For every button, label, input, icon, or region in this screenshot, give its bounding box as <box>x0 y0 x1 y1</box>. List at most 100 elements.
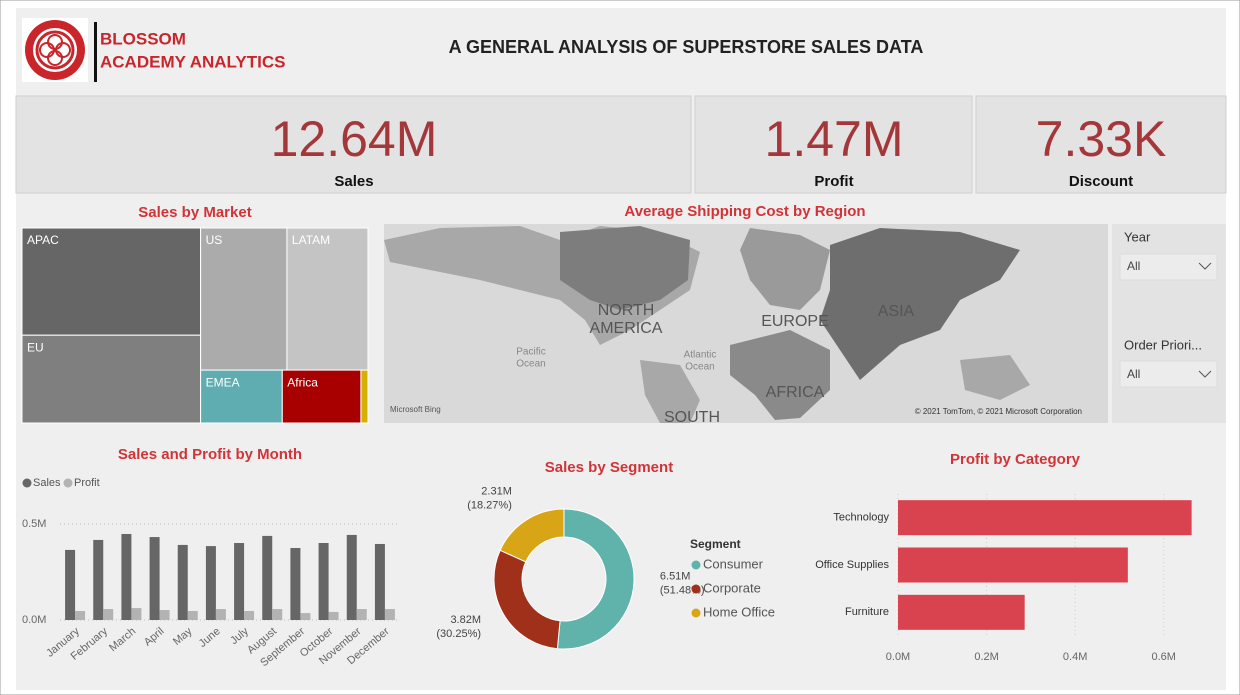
logo <box>22 18 97 82</box>
bar <box>328 611 339 620</box>
x-tick-label: 0.2M <box>974 651 998 663</box>
bar <box>177 544 188 620</box>
map-label: NORTH <box>598 302 655 319</box>
bar <box>121 533 132 620</box>
legend-marker <box>22 478 32 488</box>
bar <box>898 500 1192 536</box>
slicer-dropdown[interactable] <box>1119 360 1218 388</box>
legend-title: Segment <box>690 537 741 551</box>
dropdown-arrow <box>1198 370 1212 378</box>
legend-marker <box>63 478 73 488</box>
brand-line: BLOSSOM <box>100 29 186 48</box>
bar <box>234 543 245 620</box>
x-tick-label: 0.6M <box>1151 651 1175 663</box>
bar <box>262 535 273 620</box>
bar <box>318 543 329 620</box>
legend-marker <box>691 608 701 618</box>
x-tick-label: 0.4M <box>1063 651 1087 663</box>
slicer-value: All <box>1127 259 1140 273</box>
bar <box>103 609 114 620</box>
bar <box>187 610 198 620</box>
data-label: 3.82M <box>450 614 481 626</box>
treemap-label: US <box>206 233 223 247</box>
map[interactable] <box>384 224 1108 423</box>
kpi-value: 12.64M <box>271 111 438 167</box>
bar <box>75 610 86 620</box>
map-label: EUROPE <box>761 313 829 330</box>
legend-marker <box>691 560 701 570</box>
kpi-label: Sales <box>334 173 373 190</box>
legend-label: Consumer <box>703 556 764 571</box>
dashboard-title: A GENERAL ANALYSIS OF SUPERSTORE SALES D… <box>449 37 924 57</box>
bar <box>205 546 216 620</box>
bar <box>159 610 170 620</box>
kpi-label: Profit <box>814 173 853 190</box>
treemap-cell <box>200 227 288 371</box>
treemap-cell <box>21 334 202 424</box>
map-label: Atlantic <box>684 350 717 361</box>
slicer-label: Order Priori... <box>1124 337 1202 352</box>
y-tick-label: 0.0M <box>22 614 46 626</box>
chart-title: Profit by Category <box>950 451 1081 468</box>
treemap-cell <box>200 369 283 424</box>
slicer-value: All <box>1127 367 1140 381</box>
treemap-label: EMEA <box>206 375 240 389</box>
legend-marker <box>691 584 701 594</box>
donut-slice <box>493 549 561 650</box>
bar <box>65 549 76 620</box>
x-tick-label: 0.0M <box>886 651 910 663</box>
data-label: 6.51M <box>660 570 691 582</box>
y-tick-label: 0.5M <box>22 518 46 530</box>
legend-label: Sales <box>33 477 61 489</box>
brand-line: ACADEMY ANALYTICS <box>100 52 285 71</box>
bar <box>384 609 395 620</box>
kpi-card <box>15 95 692 194</box>
kpi-label: Discount <box>1069 173 1133 190</box>
kpi-value: 1.47M <box>765 111 904 167</box>
chart-title: Sales by Market <box>138 204 251 221</box>
bar <box>131 608 142 620</box>
slicer[interactable] <box>1112 224 1226 343</box>
legend-label: Home Office <box>703 604 775 619</box>
data-label: (30.25%) <box>436 628 481 640</box>
treemap-cell <box>281 369 362 424</box>
treemap-label: EU <box>27 340 44 354</box>
treemap-label: LATAM <box>292 233 330 247</box>
y-tick-label: Technology <box>833 512 889 524</box>
bar <box>290 548 301 620</box>
bar <box>898 594 1025 630</box>
map-title: Average Shipping Cost by Region <box>624 203 865 220</box>
data-label: 2.31M <box>481 485 512 497</box>
bar <box>93 539 104 620</box>
map-label: ASIA <box>878 303 915 320</box>
treemap-label: Africa <box>287 375 318 389</box>
slicer-dropdown[interactable] <box>1119 253 1218 281</box>
bar <box>898 547 1128 583</box>
map-label: Ocean <box>516 359 545 370</box>
treemap-label: APAC <box>27 233 59 247</box>
treemap-cell <box>360 369 369 424</box>
legend-label: Corporate <box>703 580 761 595</box>
donut-slice <box>556 508 635 650</box>
treemap-cell <box>286 227 369 371</box>
map-label: SOUTH <box>664 409 720 426</box>
chart-title: Sales by Segment <box>545 459 673 476</box>
map-label: Ocean <box>685 362 714 373</box>
donut-slice <box>499 508 565 563</box>
bar <box>215 609 226 620</box>
kpi-card <box>975 95 1227 194</box>
y-tick-label: Office Supplies <box>815 559 889 571</box>
legend-label: Profit <box>74 477 100 489</box>
bar <box>149 537 160 620</box>
bar <box>374 543 385 620</box>
bar <box>272 609 283 620</box>
map-label: AFRICA <box>766 384 825 401</box>
treemap-cell <box>21 227 202 336</box>
map-attribution: © 2021 TomTom, © 2021 Microsoft Corporat… <box>915 407 1082 416</box>
bar <box>300 613 311 620</box>
y-tick-label: Furniture <box>845 606 889 618</box>
kpi-value: 7.33K <box>1036 111 1167 167</box>
bar <box>356 609 367 620</box>
